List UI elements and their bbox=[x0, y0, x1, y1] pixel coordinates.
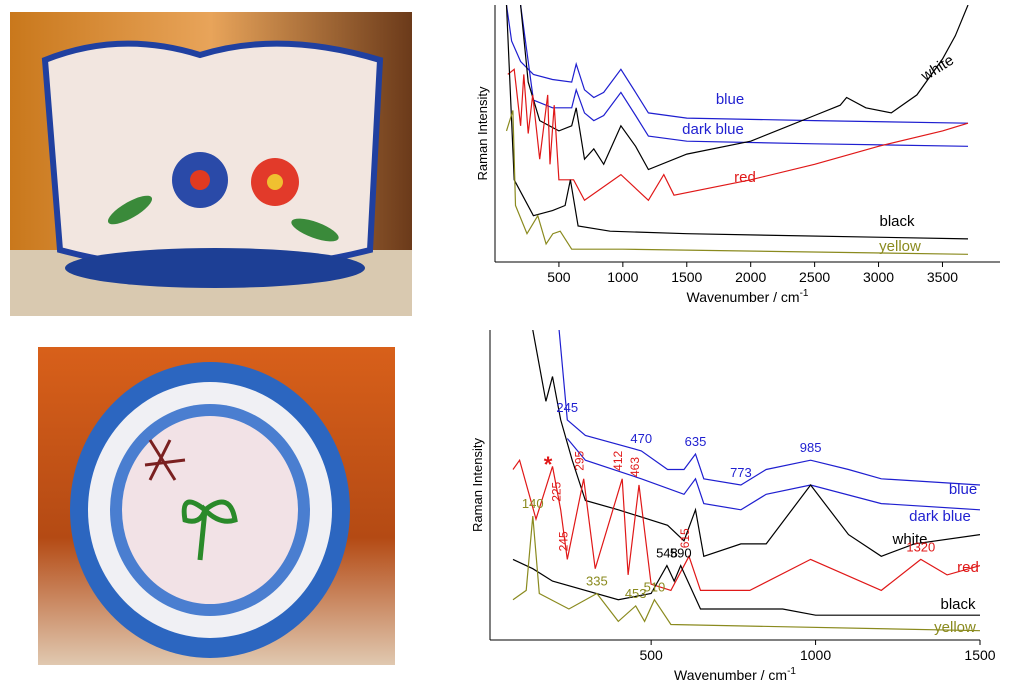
peak-label: 773 bbox=[730, 465, 752, 480]
x-tick-label: 2000 bbox=[735, 269, 766, 285]
photo-base bbox=[38, 347, 395, 665]
peak-label: 335 bbox=[586, 574, 608, 589]
series-label: yellow bbox=[879, 238, 921, 255]
x-tick-label: 2500 bbox=[799, 269, 830, 285]
series-label: blue bbox=[716, 91, 744, 108]
peak-label: 140 bbox=[522, 496, 544, 511]
peak-label: 463 bbox=[628, 457, 642, 477]
x-axis-label-text: Wavenumber / cm bbox=[687, 289, 800, 305]
peak-label: 1320 bbox=[906, 539, 935, 554]
y-axis-label: Raman Intensity bbox=[470, 438, 485, 532]
figure: 500 1000 1500 2000 2500 3000 3500 Wavenumber / … bbox=[0, 0, 1009, 683]
peak-label: 635 bbox=[685, 434, 707, 449]
x-axis-label-sup: -1 bbox=[787, 666, 796, 677]
x-tick-label: 1000 bbox=[607, 269, 638, 285]
plot-area bbox=[513, 330, 980, 631]
x-tick-label: 3000 bbox=[863, 269, 894, 285]
chart-top: 500 1000 1500 2000 2500 3000 3500 Wavenumber / … bbox=[475, 5, 1000, 305]
series-label: black bbox=[940, 596, 976, 613]
x-tick-label: 1500 bbox=[964, 647, 995, 663]
peak-label: 412 bbox=[611, 450, 625, 470]
peak-label: 225 bbox=[550, 481, 564, 501]
series-label: red bbox=[734, 169, 756, 186]
series-label: yellow bbox=[934, 619, 976, 636]
peak-label: 470 bbox=[630, 431, 652, 446]
peak-label: 295 bbox=[573, 450, 587, 470]
peak-label: 510 bbox=[644, 580, 666, 595]
x-tick-label: 500 bbox=[639, 647, 663, 663]
series-label: blue bbox=[949, 481, 977, 498]
peak-label: 245 bbox=[556, 531, 570, 551]
peak-label: 590 bbox=[670, 546, 692, 561]
annotation: * bbox=[544, 452, 553, 477]
x-axis-label: Wavenumber / cm-1 bbox=[674, 666, 796, 683]
peak-label: 245 bbox=[556, 400, 578, 415]
x-axis-label-text: Wavenumber / cm bbox=[674, 667, 787, 683]
x-tick-label: 3500 bbox=[927, 269, 958, 285]
peak-label: 985 bbox=[800, 440, 822, 455]
chart-bottom: 500 1000 1500 Wavenumber / cm-1 Raman Intens… bbox=[470, 330, 996, 683]
x-axis-label: Wavenumber / cm-1 bbox=[687, 288, 809, 305]
series-label: white bbox=[917, 52, 957, 86]
series-label: dark blue bbox=[682, 121, 744, 138]
y-axis-label: Raman Intensity bbox=[475, 86, 490, 180]
series-label: black bbox=[879, 213, 915, 230]
spectrum-line bbox=[521, 5, 968, 146]
x-axis-label-sup: -1 bbox=[800, 288, 809, 299]
x-tick-label: 1000 bbox=[800, 647, 831, 663]
series-label: dark blue bbox=[909, 508, 971, 525]
x-tick-label: 500 bbox=[547, 269, 571, 285]
page: 500 1000 1500 2000 2500 3000 3500 Wavenumber / … bbox=[0, 0, 1009, 688]
series-label: red bbox=[957, 559, 979, 576]
x-tick-label: 1500 bbox=[671, 269, 702, 285]
photo-bowl bbox=[10, 12, 412, 316]
